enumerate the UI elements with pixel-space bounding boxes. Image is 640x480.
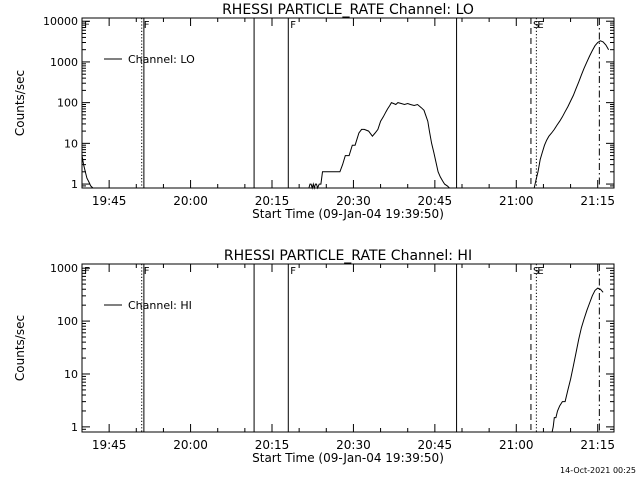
panel1-vline-flag: F xyxy=(144,20,150,31)
panel1-ytick-label: 10000 xyxy=(43,15,78,28)
panel2-ytick-label: 10 xyxy=(64,368,78,381)
panel2-vline-flag: F xyxy=(290,266,296,277)
panel1-ytick-label: 100 xyxy=(57,97,78,110)
panel2-xlabel: Start Time (09-Jan-04 19:39:50) xyxy=(252,451,444,465)
panel1-xtick-label: 20:00 xyxy=(173,194,208,208)
panel2-plot-frame xyxy=(81,263,615,433)
panel1-xtick-label: 20:30 xyxy=(336,194,371,208)
panel2-xtick-label: 21:15 xyxy=(580,438,615,452)
panel1-xlabel: Start Time (09-Jan-04 19:39:50) xyxy=(252,207,444,221)
panel1-xtick-label: 20:45 xyxy=(418,194,453,208)
panel1-series-line-2 xyxy=(308,101,454,190)
panel2-xtick-label: 21:00 xyxy=(499,438,534,452)
panel2-legend-label: Channel: HI xyxy=(128,299,192,312)
panel2-ylabel: Counts/sec xyxy=(13,315,27,381)
panel2-vline-flag: E xyxy=(537,266,543,277)
panel1-xtick-label: 21:15 xyxy=(580,194,615,208)
panel1-ytick-label: 1 xyxy=(71,178,78,191)
panel2-ytick-label: 100 xyxy=(57,315,78,328)
panel2-xtick-label: 20:00 xyxy=(173,438,208,452)
panel1-ylabel: Counts/sec xyxy=(13,70,27,136)
panel2-series-line-1 xyxy=(551,287,604,433)
panel1-series-line-1 xyxy=(81,155,94,189)
panel1-vline-flag: F xyxy=(290,20,296,31)
panel2-ytick-label: 1 xyxy=(71,421,78,434)
panel1-xtick-label: 20:15 xyxy=(255,194,290,208)
panel1-vline-flag: E xyxy=(537,20,543,31)
panel1-series-line-3 xyxy=(533,40,610,189)
panel2-xtick-label: 19:45 xyxy=(92,438,127,452)
panel1-title: RHESSI PARTICLE_RATE Channel: LO xyxy=(222,2,474,18)
panel1-plot-frame xyxy=(81,17,615,189)
panel1-ytick-label: 1000 xyxy=(50,56,78,69)
panel1-top-flag: F xyxy=(84,20,90,31)
panel2-xtick-label: 20:30 xyxy=(336,438,371,452)
panel2-title: RHESSI PARTICLE_RATE Channel: HI xyxy=(224,248,472,264)
panel2-ytick-label: 1000 xyxy=(50,262,78,275)
panel1-ytick-label: 10 xyxy=(64,137,78,150)
panel2-xtick-label: 20:15 xyxy=(255,438,290,452)
panel1-legend-label: Channel: LO xyxy=(128,53,195,66)
footer-timestamp: 14-Oct-2021 00:25 xyxy=(560,466,636,475)
panel1-xtick-label: 21:00 xyxy=(499,194,534,208)
panel2-top-flag: F xyxy=(84,266,90,277)
panel2-xtick-label: 20:45 xyxy=(418,438,453,452)
panel1-xtick-label: 19:45 xyxy=(92,194,127,208)
panel2-vline-flag: F xyxy=(144,266,150,277)
